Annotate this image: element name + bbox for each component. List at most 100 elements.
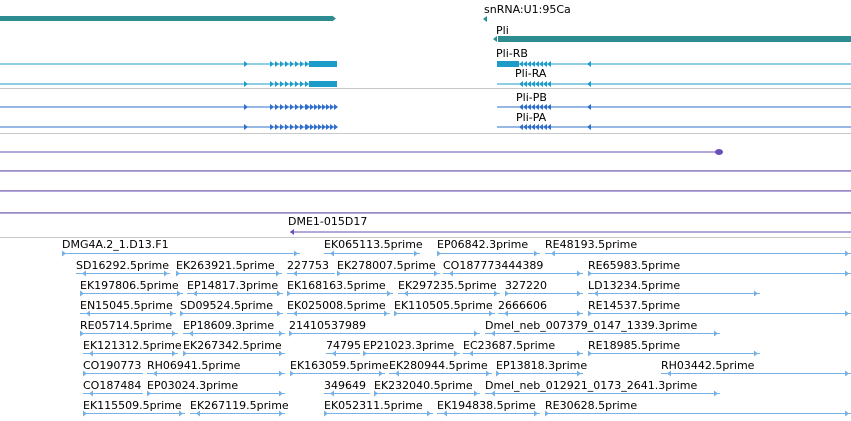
strand-arrow-right (170, 310, 174, 317)
strand-arrow-right (270, 81, 274, 87)
est-label[interactable]: EK278007.5prime (337, 259, 436, 272)
strand-arrow-right (363, 350, 367, 357)
strand-arrow-right (300, 61, 304, 67)
strand-arrow-left (493, 36, 497, 42)
strand-arrow-right (295, 124, 299, 130)
est-label[interactable]: Dmel_neb_012921_0173_2641.3prime (485, 379, 698, 392)
strand-arrow-right (845, 310, 849, 317)
strand-arrow-left (547, 104, 551, 110)
est-label[interactable]: RE48193.5prime (545, 238, 638, 251)
est-label[interactable]: SD09524.5prime (180, 299, 273, 312)
est-label[interactable]: 227753 (287, 259, 329, 272)
est-label[interactable]: CO187773444389 (443, 259, 544, 272)
strand-arrow-left (330, 250, 334, 257)
strand-arrow-left (667, 370, 671, 377)
est-label[interactable]: EK263921.5prime (176, 259, 275, 272)
est-label[interactable]: 349649 (324, 379, 366, 392)
strand-arrow-left (89, 390, 93, 397)
est-label[interactable]: EK197806.5prime (80, 279, 179, 292)
strand-arrow-left (531, 61, 535, 67)
strand-arrow-left (531, 104, 535, 110)
est-label[interactable]: RE18985.5prime (588, 339, 681, 352)
est-label[interactable]: EK267119.5prime (190, 399, 289, 412)
strand-arrow-right (300, 124, 304, 130)
est-label[interactable]: CO190773 (83, 359, 142, 372)
est-label[interactable]: 2666606 (498, 299, 547, 312)
strand-arrow-right (294, 250, 298, 257)
strand-arrow-right (183, 350, 187, 357)
est-label[interactable]: 74795 (326, 339, 361, 352)
gene-label-pli[interactable]: Pli (496, 24, 509, 37)
est-label[interactable]: EK168163.5prime (287, 279, 386, 292)
est-label[interactable]: EC23687.5prime (463, 339, 556, 352)
strand-arrow-right (314, 124, 318, 130)
strand-arrow-right (290, 104, 294, 110)
transcript-label[interactable]: Pli-PA (516, 111, 547, 124)
est-label[interactable]: RE05714.5prime (80, 319, 173, 332)
est-label[interactable]: CO187484 (83, 379, 142, 392)
est-label[interactable]: DMG4A.2_1.D13.F1 (62, 238, 169, 251)
est-label[interactable]: Dmel_neb_007379_0147_1339.3prime (485, 319, 698, 332)
est-label[interactable]: EK297235.5prime (398, 279, 497, 292)
transcript-label[interactable]: Pli-RA (515, 67, 547, 80)
est-label[interactable]: EK065113.5prime (324, 238, 423, 251)
strand-arrow-left (543, 104, 547, 110)
strand-arrow-right (300, 81, 304, 87)
strand-arrow-left (491, 330, 495, 337)
strand-arrow-right (300, 104, 304, 110)
strand-arrow-right (305, 61, 309, 67)
clone-label[interactable]: DME1-015D17 (288, 215, 368, 228)
strand-arrow-left (587, 124, 591, 130)
strand-arrow-right (318, 104, 322, 110)
strand-arrow-left (519, 104, 523, 110)
strand-arrow-left (594, 290, 598, 297)
strand-arrow-left (539, 104, 543, 110)
est-label[interactable]: EK025008.5prime (287, 299, 386, 312)
strand-arrow-right (83, 370, 87, 377)
est-label[interactable]: EK163059.5prime (290, 359, 389, 372)
est-label[interactable]: EK121312.5prime (83, 339, 182, 352)
est-label[interactable]: RE65983.5prime (588, 259, 681, 272)
est-label[interactable]: 21410537989 (289, 319, 366, 332)
est-label[interactable]: EN15045.5prime (80, 299, 173, 312)
est-label[interactable]: EK194838.5prime (437, 399, 536, 412)
strand-arrow-right (244, 81, 248, 87)
est-label[interactable]: EP06842.3prime (437, 238, 529, 251)
gene-label-snrna[interactable]: snRNA:U1:95Ca (484, 3, 571, 16)
strand-arrow-right (80, 330, 84, 337)
est-label[interactable]: EK267342.5prime (183, 339, 282, 352)
est-label[interactable]: SD16292.5prime (76, 259, 169, 272)
strand-arrow-right (280, 81, 284, 87)
est-label[interactable]: EK280944.5prime (389, 359, 488, 372)
transcript-label[interactable]: Pli-RB (496, 47, 528, 60)
strand-arrow-right (577, 350, 581, 357)
est-label[interactable]: EP18609.3prime (183, 319, 275, 332)
strand-arrow-right (279, 370, 283, 377)
strand-arrow-right (330, 124, 334, 130)
est-label[interactable]: EK110505.5prime (394, 299, 493, 312)
strand-arrow-right (295, 61, 299, 67)
est-label[interactable]: EP13818.3prime (496, 359, 588, 372)
est-label[interactable]: RE30628.5prime (545, 399, 638, 412)
strand-arrow-right (172, 330, 176, 337)
strand-arrow-right (845, 250, 849, 257)
strand-arrow-left (531, 124, 535, 130)
transcript-label[interactable]: Pli-PB (516, 91, 547, 104)
est-label[interactable]: EK232040.5prime (374, 379, 473, 392)
est-label[interactable]: EP03024.3prime (147, 379, 239, 392)
est-label[interactable]: EK052311.5prime (324, 399, 423, 412)
strand-arrow-left (535, 81, 539, 87)
est-label[interactable]: EP14817.3prime (187, 279, 279, 292)
est-label[interactable]: EP21023.3prime (363, 339, 455, 352)
strand-arrow-right (334, 104, 338, 110)
strand-arrow-left (293, 270, 297, 277)
strand-arrow-right (287, 290, 291, 297)
est-label[interactable]: RH06941.5prime (147, 359, 241, 372)
est-label[interactable]: EK115509.5prime (83, 399, 182, 412)
est-label[interactable]: LD13234.5prime (588, 279, 681, 292)
est-label[interactable]: 327220 (505, 279, 547, 292)
est-label[interactable]: RH03442.5prime (661, 359, 755, 372)
est-label[interactable]: RE14537.5prime (588, 299, 681, 312)
strand-arrow-right (290, 61, 294, 67)
